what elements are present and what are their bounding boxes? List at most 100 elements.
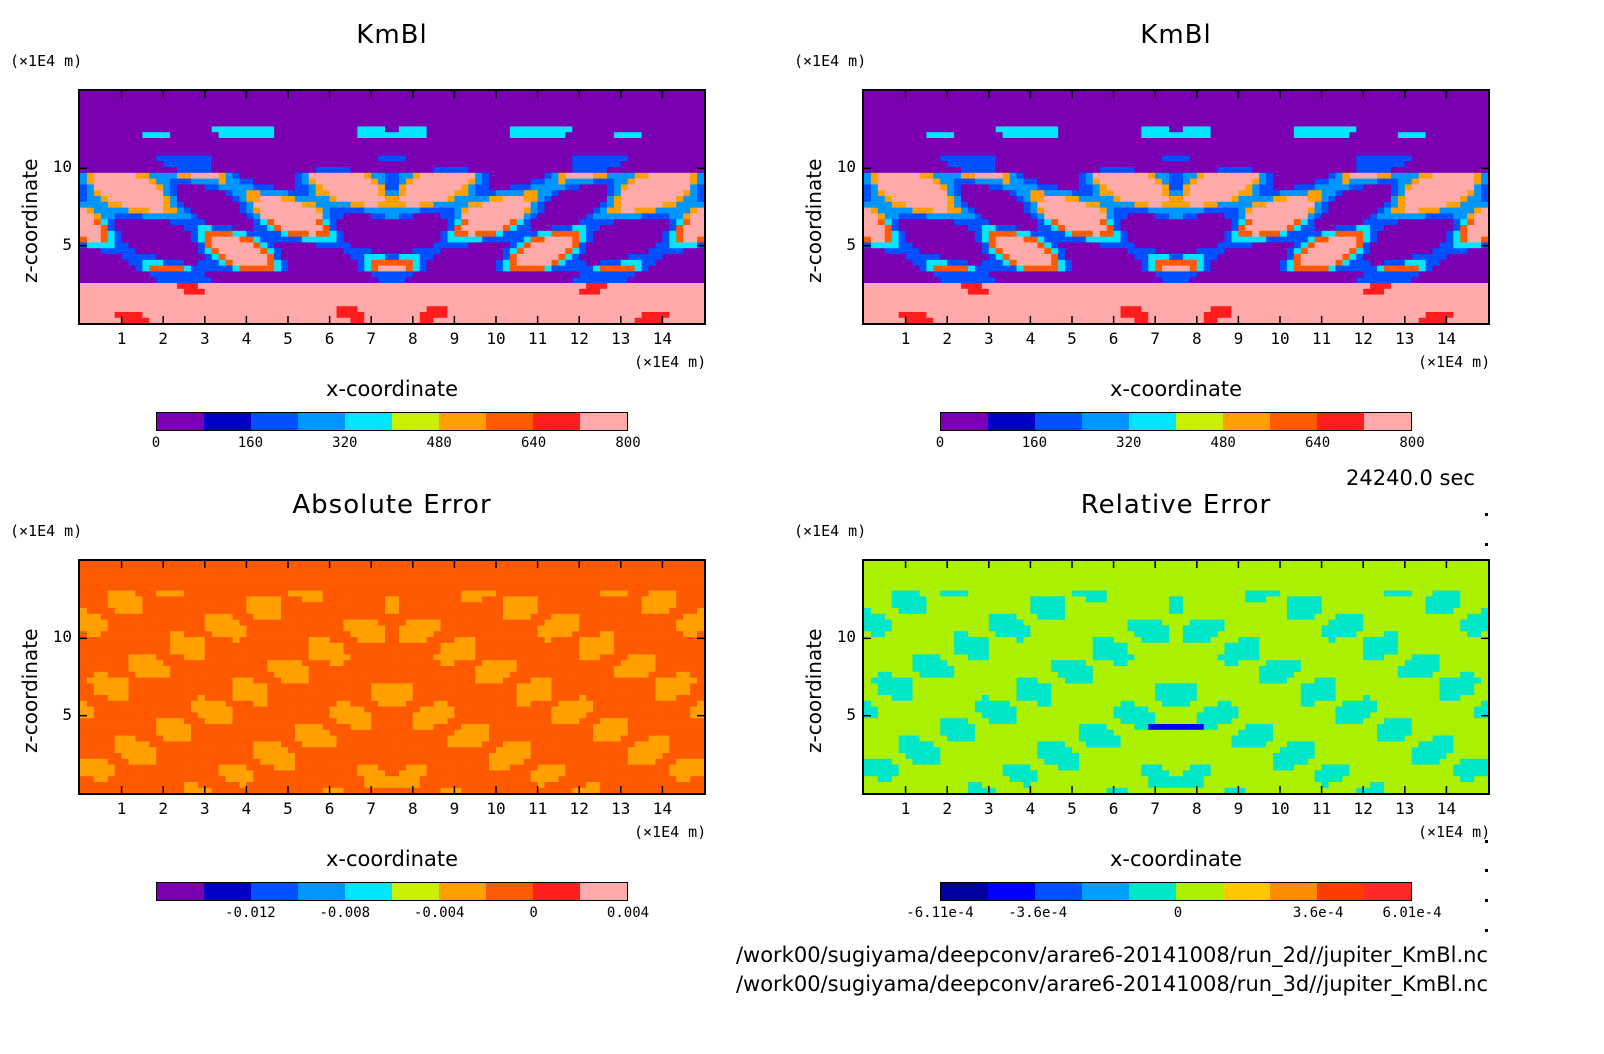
heatmap-cell [246, 154, 254, 162]
heatmap-cell [177, 108, 185, 115]
heatmap-cell [156, 154, 164, 162]
heatmap-cell [121, 259, 130, 266]
heatmap-cell [995, 259, 1004, 266]
heatmap-cell [634, 201, 643, 208]
heatmap-cell [475, 276, 483, 283]
heatmap-cell [620, 305, 629, 312]
heatmap-cell [80, 178, 88, 185]
heatmap-cell [405, 178, 414, 185]
heatmap-cell [142, 183, 150, 191]
heatmap-cell [385, 230, 393, 237]
heatmap-cell [114, 311, 123, 318]
heatmap-cell [537, 241, 546, 249]
heatmap-cell [600, 131, 608, 138]
heatmap-cell [398, 230, 407, 237]
heatmap-cell [1203, 265, 1212, 272]
heatmap-cell [606, 137, 615, 144]
colorbar [156, 412, 628, 431]
heatmap-cell [454, 305, 462, 312]
heatmap-cell [274, 299, 282, 307]
heatmap-cell [961, 299, 969, 307]
heatmap-cell [662, 294, 670, 301]
heatmap-cell [315, 149, 324, 156]
heatmap-cell [1467, 282, 1475, 289]
heatmap-cell [211, 282, 220, 289]
heatmap-cell [648, 96, 657, 104]
heatmap-cell [281, 241, 289, 249]
heatmap-cell [634, 282, 643, 289]
heatmap-cell [357, 195, 365, 202]
heatmap-cell [218, 241, 227, 249]
heatmap-cell [412, 236, 421, 243]
heatmap-cell [981, 241, 990, 249]
heatmap-cell [565, 166, 573, 173]
heatmap-cell [107, 125, 116, 133]
heatmap-cell [398, 282, 407, 289]
heatmap-cell [149, 120, 157, 127]
heatmap-cell [197, 154, 206, 162]
heatmap-cell [281, 288, 289, 295]
heatmap-cell [440, 305, 449, 312]
heatmap-cell [1030, 247, 1038, 254]
heatmap-cell [1044, 265, 1052, 272]
heatmap-cell [1155, 276, 1163, 283]
heatmap-cell [627, 172, 636, 179]
heatmap-cell [336, 201, 345, 208]
heatmap-cell [350, 114, 358, 121]
heatmap-cell [343, 294, 351, 301]
heatmap-cell [537, 276, 546, 283]
heatmap-cell [336, 207, 345, 214]
heatmap-cell [1259, 241, 1267, 249]
heatmap-cell [1196, 317, 1205, 323]
heatmap-cell [177, 125, 185, 133]
heatmap-cell [1432, 253, 1441, 260]
heatmap-cell [329, 317, 338, 323]
heatmap-cell [572, 154, 580, 162]
heatmap-cell [350, 236, 358, 243]
heatmap-cell [398, 149, 407, 156]
heatmap-cell [121, 91, 130, 98]
heatmap-cell [509, 224, 518, 231]
heatmap-cell [627, 259, 636, 266]
heatmap-cell [1356, 241, 1364, 249]
heatmap-cell [288, 270, 296, 278]
heatmap-cell [489, 91, 497, 98]
heatmap-cell [1370, 299, 1378, 307]
heatmap-cell [968, 299, 976, 307]
heatmap-cell [156, 305, 164, 312]
heatmap-cell [107, 108, 116, 115]
heatmap-cell [1134, 294, 1142, 301]
heatmap-cell [246, 305, 254, 312]
heatmap-cell [891, 253, 900, 260]
heatmap-cell [613, 166, 622, 173]
heatmap-cell [246, 317, 254, 323]
heatmap-cell [898, 259, 907, 266]
heatmap-cell [648, 195, 657, 202]
heatmap-cell [586, 247, 594, 254]
heatmap-cell [301, 125, 310, 133]
heatmap-cell [919, 317, 927, 323]
heatmap-cell [211, 108, 220, 115]
heatmap-cell [482, 125, 490, 133]
heatmap-cell [100, 270, 109, 278]
heatmap-cell [634, 166, 643, 173]
heatmap-cell [1349, 241, 1357, 249]
heatmap-cell [281, 247, 289, 254]
heatmap-cell [1134, 317, 1142, 323]
heatmap-cell [606, 178, 615, 185]
heatmap-cell [170, 96, 178, 104]
heatmap-cell [1134, 270, 1142, 278]
heatmap-cell [398, 125, 407, 133]
heatmap-cell [190, 160, 199, 167]
heatmap-cell [260, 276, 268, 283]
heatmap-cell [128, 183, 137, 191]
heatmap-cell [475, 259, 483, 266]
heatmap-cell [898, 299, 907, 307]
heatmap-cell [1453, 317, 1461, 323]
heatmap-cell [551, 311, 559, 318]
heatmap-cell [454, 149, 462, 156]
heatmap-cell [100, 143, 109, 150]
heatmap-cell [364, 120, 372, 127]
heatmap-cell [558, 125, 566, 133]
heatmap-cell [357, 108, 365, 115]
